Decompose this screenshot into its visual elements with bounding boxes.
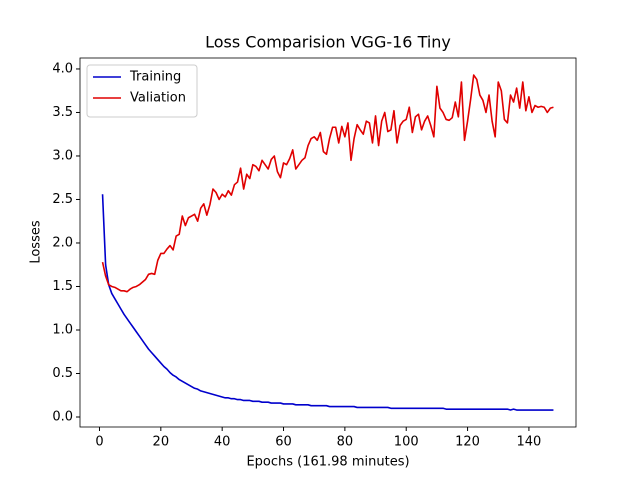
legend-label: Training: [129, 70, 181, 85]
y-axis-label: Losses: [29, 220, 44, 264]
y-tick-label: 0.5: [52, 366, 73, 381]
x-tick-label: 140: [517, 435, 542, 450]
axes-frame: [79, 57, 577, 428]
y-tick-label: 2.0: [52, 235, 73, 250]
series-line: [101, 74, 554, 293]
y-tick-label: 2.5: [52, 192, 73, 207]
x-tick-label: 120: [455, 435, 480, 450]
legend-label: Valiation: [130, 91, 186, 106]
series-line: [101, 194, 554, 411]
x-tick-label: 60: [275, 435, 292, 450]
y-tick-label: 4.0: [52, 61, 73, 76]
y-tick-label: 3.0: [52, 148, 73, 163]
y-tick-label: 1.0: [52, 322, 73, 337]
x-axis-label: Epochs (161.98 minutes): [246, 455, 409, 470]
x-tick-label: 100: [394, 435, 419, 450]
chart-title: Loss Comparision VGG-16 Tiny: [205, 33, 451, 52]
legend-box: [86, 64, 198, 118]
x-tick-label: 20: [153, 435, 170, 450]
legend: Training Valiation: [86, 64, 198, 118]
y-tick-label: 1.5: [52, 279, 73, 294]
x-tick-label: 80: [337, 435, 354, 450]
y-tick-label: 3.5: [52, 105, 73, 120]
x-tick-label: 40: [214, 435, 231, 450]
x-tick-label: 0: [95, 435, 103, 450]
y-tick-label: 0.0: [52, 409, 73, 424]
